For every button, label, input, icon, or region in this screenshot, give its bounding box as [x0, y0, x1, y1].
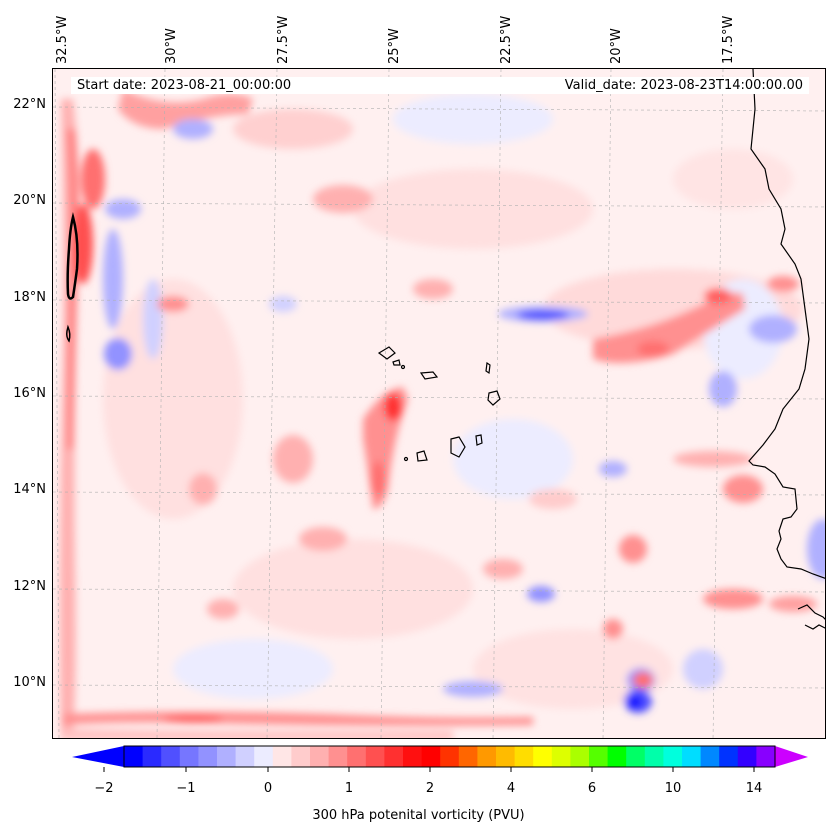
colorbar-under-arrow — [72, 746, 124, 767]
colorbar-cell — [254, 746, 274, 767]
lat-label-10n: 10°N — [13, 675, 46, 690]
colorbar-cell — [384, 746, 404, 767]
colorbar-cell — [496, 746, 516, 767]
colorbar-cell — [644, 746, 664, 767]
colorbar-cell — [198, 746, 218, 767]
colorbar-cell — [235, 746, 255, 767]
cb-tick-14: 14 — [745, 781, 763, 796]
colorbar-cell — [477, 746, 497, 767]
lat-label-22n: 22°N — [13, 97, 46, 112]
colorbar-cell — [570, 746, 590, 767]
colorbar-cell — [700, 746, 720, 767]
cb-tick-4: 4 — [506, 781, 516, 796]
colorbar-cell — [737, 746, 757, 767]
cb-tick-neg2: −2 — [94, 781, 114, 796]
colorbar-outline — [123, 745, 776, 768]
colorbar-cells — [124, 746, 776, 767]
colorbar-over-arrow — [775, 746, 808, 767]
lat-label-14n: 14°N — [13, 482, 46, 497]
coastline-islands — [804, 624, 825, 630]
pv-field-blobs — [59, 89, 825, 738]
colorbar-cell — [328, 746, 348, 767]
cb-tick-10: 10 — [664, 781, 682, 796]
colorbar-cell — [719, 746, 739, 767]
map-panel: Start date: 2023-08-21_00:00:00 Valid_da… — [52, 68, 826, 739]
colorbar-cell — [179, 746, 199, 767]
cb-tick-6: 6 — [587, 781, 597, 796]
coastline-guinea — [797, 604, 825, 620]
colorbar-cell — [421, 746, 441, 767]
cb-tick-neg1: −1 — [176, 781, 196, 796]
colorbar-cell — [756, 746, 776, 767]
lat-label-18n: 18°N — [13, 290, 46, 305]
pv-contour-west-small — [66, 324, 71, 343]
colorbar-cell — [626, 746, 646, 767]
lat-label-20n: 20°N — [13, 193, 46, 208]
colorbar-cell — [403, 746, 423, 767]
colorbar-title: 300 hPa potenital vorticity (PVU) — [312, 808, 525, 823]
colorbar-cell — [272, 746, 292, 767]
valid-date-label: Valid_date: 2023-08-23T14:00:00.00 — [537, 77, 809, 94]
pv-contour-west — [66, 212, 79, 300]
colorbar-cell — [347, 746, 367, 767]
colorbar-cell — [682, 746, 702, 767]
lat-label-12n: 12°N — [13, 579, 46, 594]
start-date-label: Start date: 2023-08-21_00:00:00 — [71, 77, 543, 94]
cb-tick-0: 0 — [263, 781, 273, 796]
colorbar-cell — [161, 746, 181, 767]
colorbar-cell — [663, 746, 683, 767]
colorbar-cell — [217, 746, 237, 767]
colorbar-cell — [124, 746, 144, 767]
cb-tick-1: 1 — [344, 781, 354, 796]
colorbar-cell — [551, 746, 571, 767]
colorbar-cell — [310, 746, 330, 767]
cb-tick-2: 2 — [425, 781, 435, 796]
colorbar-cell — [142, 746, 162, 767]
cape-verde-islands — [377, 346, 501, 462]
colorbar-cell — [440, 746, 460, 767]
african-coastline — [748, 69, 825, 579]
lat-label-16n: 16°N — [13, 386, 46, 401]
colorbar-cell — [607, 746, 627, 767]
colorbar-cell — [291, 746, 311, 767]
colorbar-cell — [533, 746, 553, 767]
colorbar-cell — [458, 746, 478, 767]
graticule — [53, 69, 825, 738]
colorbar-cell — [365, 746, 385, 767]
colorbar-ticks — [103, 767, 755, 772]
pv-field — [53, 69, 825, 738]
colorbar-cell — [589, 746, 609, 767]
colorbar-cell — [514, 746, 534, 767]
